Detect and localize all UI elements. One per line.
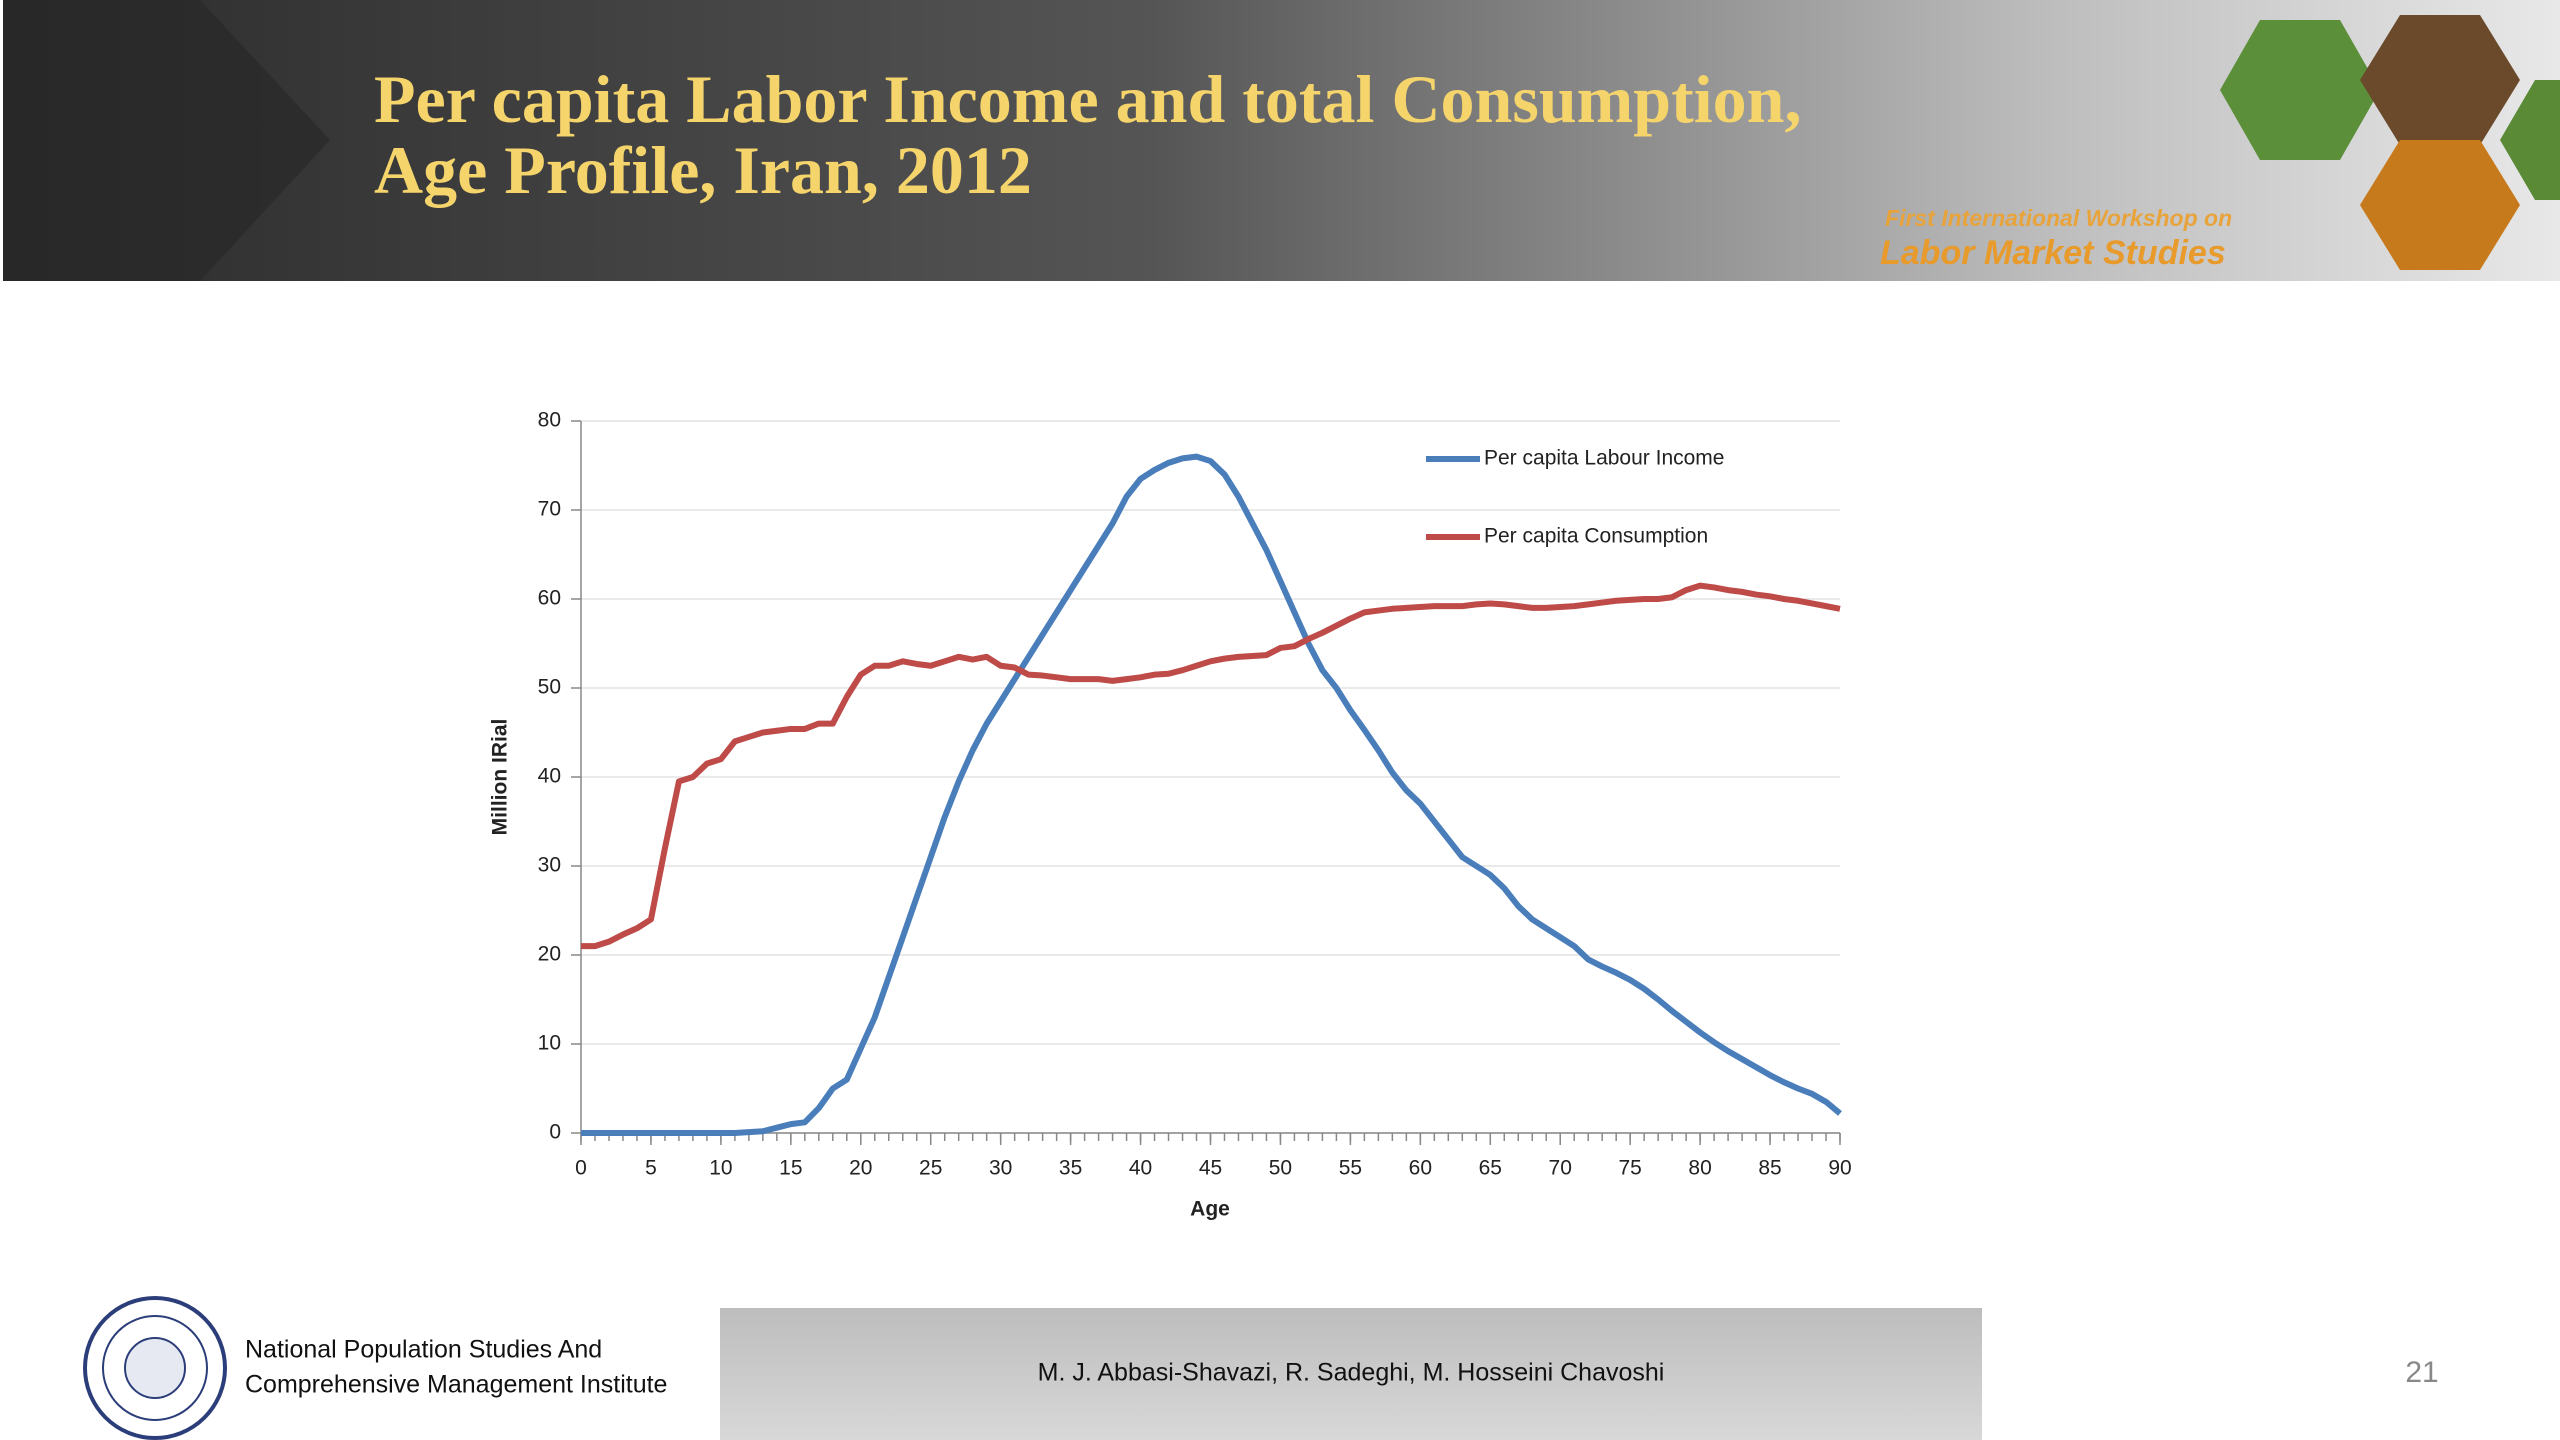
- x-tick-label: 60: [1409, 1157, 1432, 1180]
- header-chevron: [3, 0, 330, 281]
- x-tick-label: 30: [989, 1157, 1012, 1180]
- header-band: [3, 0, 2560, 281]
- y-tick-label: 40: [538, 765, 561, 788]
- y-axis-label: Million IRial: [489, 719, 512, 836]
- x-tick-label: 20: [849, 1157, 872, 1180]
- x-tick-label: 5: [645, 1157, 657, 1180]
- x-tick-label: 0: [575, 1157, 587, 1180]
- x-tick-label: 10: [709, 1157, 732, 1180]
- workshop-line: Labor Market Studies: [1880, 234, 2226, 272]
- x-tick-label: 70: [1549, 1157, 1572, 1180]
- x-tick-label: 90: [1828, 1157, 1851, 1180]
- x-tick-label: 25: [919, 1157, 942, 1180]
- workshop-line: First International Workshop on: [1885, 205, 2232, 231]
- y-tick-label: 70: [538, 498, 561, 521]
- x-axis-label: Age: [1190, 1198, 1230, 1221]
- y-tick-label: 80: [538, 409, 561, 432]
- x-tick-label: 55: [1339, 1157, 1362, 1180]
- legend-label: Per capita Labour Income: [1484, 447, 1724, 470]
- x-tick-label: 35: [1059, 1157, 1082, 1180]
- x-tick-label: 65: [1479, 1157, 1502, 1180]
- title-line: Per capita Labor Income and total Consum…: [374, 61, 1801, 137]
- institute-logo: [83, 1296, 227, 1440]
- y-tick-label: 0: [549, 1121, 561, 1144]
- x-tick-label: 75: [1618, 1157, 1641, 1180]
- y-tick-label: 20: [538, 943, 561, 966]
- legend-label: Per capita Consumption: [1484, 525, 1708, 548]
- institute-line: National Population Studies And: [245, 1336, 602, 1364]
- x-tick-label: 15: [779, 1157, 802, 1180]
- page-number: 21: [2405, 1356, 2438, 1389]
- y-tick-label: 10: [538, 1032, 561, 1055]
- institute-line: Comprehensive Management Institute: [245, 1371, 667, 1399]
- title-line: Age Profile, Iran, 2012: [374, 132, 1032, 208]
- y-tick-label: 30: [538, 854, 561, 877]
- series-line: [581, 453, 1842, 1136]
- x-tick-label: 40: [1129, 1157, 1152, 1180]
- authors: M. J. Abbasi-Shavazi, R. Sadeghi, M. Hos…: [1038, 1359, 1665, 1387]
- footer-band: [720, 1308, 1982, 1440]
- x-tick-label: 80: [1688, 1157, 1711, 1180]
- header-hexagons: [2220, 15, 2560, 270]
- y-tick-label: 60: [538, 587, 561, 610]
- y-tick-label: 50: [538, 676, 561, 699]
- x-tick-label: 85: [1758, 1157, 1781, 1180]
- x-tick-label: 45: [1199, 1157, 1222, 1180]
- series-line: [581, 582, 1841, 950]
- x-tick-label: 50: [1269, 1157, 1292, 1180]
